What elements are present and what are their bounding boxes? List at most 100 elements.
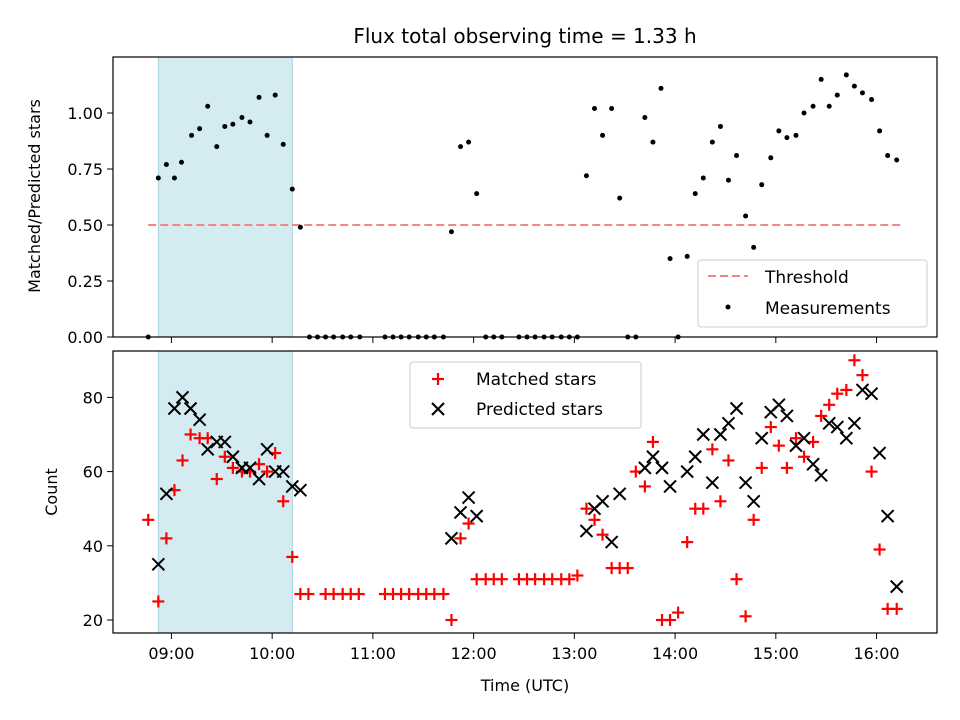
predicted-star-point	[729, 401, 744, 416]
predicted-star-point	[880, 509, 895, 523]
matched-star-point	[454, 532, 467, 545]
legend-measurements-swatch	[725, 304, 731, 310]
measurement-point	[205, 103, 211, 109]
matched-star-point	[152, 595, 165, 608]
matched-star-point	[160, 532, 173, 545]
top-legend-box	[697, 259, 928, 328]
matched-star-point	[755, 461, 768, 474]
predicted-star-point	[444, 531, 459, 546]
matched-star-point	[352, 588, 365, 601]
measurement-point	[466, 139, 472, 145]
matched-star-point	[261, 465, 274, 478]
top-panel: Flux total observing time = 1.33 h 0.00 0…	[25, 24, 938, 347]
matched-star-point	[739, 610, 752, 623]
y-tick-label: 0.25	[67, 272, 103, 291]
measurement-point	[448, 229, 454, 235]
matched-star-point	[706, 443, 719, 456]
matched-star-point	[495, 573, 508, 586]
measurement-point	[877, 128, 883, 134]
measurement-point	[222, 123, 228, 129]
matched-star-point	[462, 517, 475, 530]
measurement-point	[474, 191, 480, 197]
matched-star-point	[873, 543, 886, 556]
predicted-star-point	[746, 494, 761, 508]
matched-star-point	[286, 550, 299, 563]
measurement-point	[650, 139, 656, 145]
matched-star-point	[638, 480, 651, 493]
measurement-point	[239, 114, 245, 120]
matched-star-point	[580, 502, 593, 515]
predicted-star-point	[595, 494, 610, 508]
matched-star-point	[815, 409, 828, 422]
measurement-point	[609, 106, 615, 112]
measurement-point	[583, 173, 589, 179]
predicted-star-point	[159, 487, 174, 501]
bottom-legend: Matched stars Predicted stars	[409, 361, 642, 429]
matched-star-point	[445, 614, 458, 627]
measurement-point	[289, 186, 295, 192]
predicted-star-point	[167, 401, 182, 416]
matched-star-point	[672, 606, 685, 619]
predicted-star-point	[830, 420, 844, 434]
top-y-axis-label: Matched/Predicted stars	[25, 99, 44, 293]
predicted-star-point	[192, 412, 207, 427]
y-tick-label: 20	[83, 611, 103, 630]
matched-star-point	[730, 573, 743, 586]
measurement-point	[810, 103, 816, 109]
x-tick-label: 16:00	[854, 644, 900, 663]
matched-star-point	[831, 387, 844, 400]
predicted-star-point	[579, 524, 594, 538]
matched-star-point	[437, 588, 450, 601]
predicted-star-point	[780, 409, 794, 423]
matched-star-point	[302, 588, 315, 601]
matched-star-point	[747, 513, 760, 526]
predicted-star-point	[655, 461, 669, 475]
measurement-point	[734, 153, 740, 159]
x-tick-label: 12:00	[451, 644, 497, 663]
measurement-point	[743, 213, 749, 219]
predicted-star-point	[721, 416, 736, 431]
predicted-star-point	[797, 431, 811, 445]
matched-star-point	[681, 536, 694, 549]
predicted-star-point	[847, 416, 862, 431]
y-tick-label: 80	[83, 388, 103, 407]
measurement-point	[759, 182, 765, 188]
chart-title: Flux total observing time = 1.33 h	[353, 24, 696, 48]
measurement-point	[885, 153, 891, 159]
predicted-star-point	[713, 427, 728, 442]
top-shaded-span	[157, 56, 293, 338]
top-ticks: 0.00 0.25 0.50 0.75 1.00	[67, 104, 878, 347]
measurement-point	[709, 139, 715, 145]
top-legend: Threshold Measurements	[697, 259, 928, 328]
measurement-point	[700, 175, 706, 181]
measurement-point	[178, 159, 184, 165]
predicted-star-point	[889, 579, 904, 594]
y-tick-label: 0.00	[67, 328, 103, 347]
matched-stars-points	[142, 354, 903, 627]
measurement-point	[163, 162, 169, 168]
predicted-star-point	[604, 535, 619, 549]
predicted-star-point	[226, 450, 240, 464]
measurement-points	[145, 72, 900, 340]
measurement-point	[818, 76, 824, 82]
x-tick-label: 09:00	[148, 644, 194, 663]
measurement-point	[751, 244, 757, 250]
predicted-star-point	[738, 476, 753, 490]
legend-threshold-label: Threshold	[764, 268, 849, 288]
predicted-star-point	[755, 431, 769, 445]
matched-star-point	[722, 454, 735, 467]
matched-star-point	[798, 450, 811, 463]
predicted-star-point	[243, 461, 257, 475]
measurement-point	[725, 177, 731, 183]
predicted-star-point	[175, 390, 190, 405]
predicted-star-point	[822, 416, 836, 431]
predicted-star-point	[872, 446, 887, 460]
matched-star-point	[764, 421, 777, 434]
measurement-point	[297, 224, 303, 230]
matched-star-point	[563, 573, 576, 586]
matched-star-point	[789, 432, 802, 445]
predicted-star-point	[260, 442, 274, 457]
measurement-point	[642, 114, 648, 120]
measurement-point	[776, 128, 782, 134]
measurement-point	[869, 97, 875, 103]
